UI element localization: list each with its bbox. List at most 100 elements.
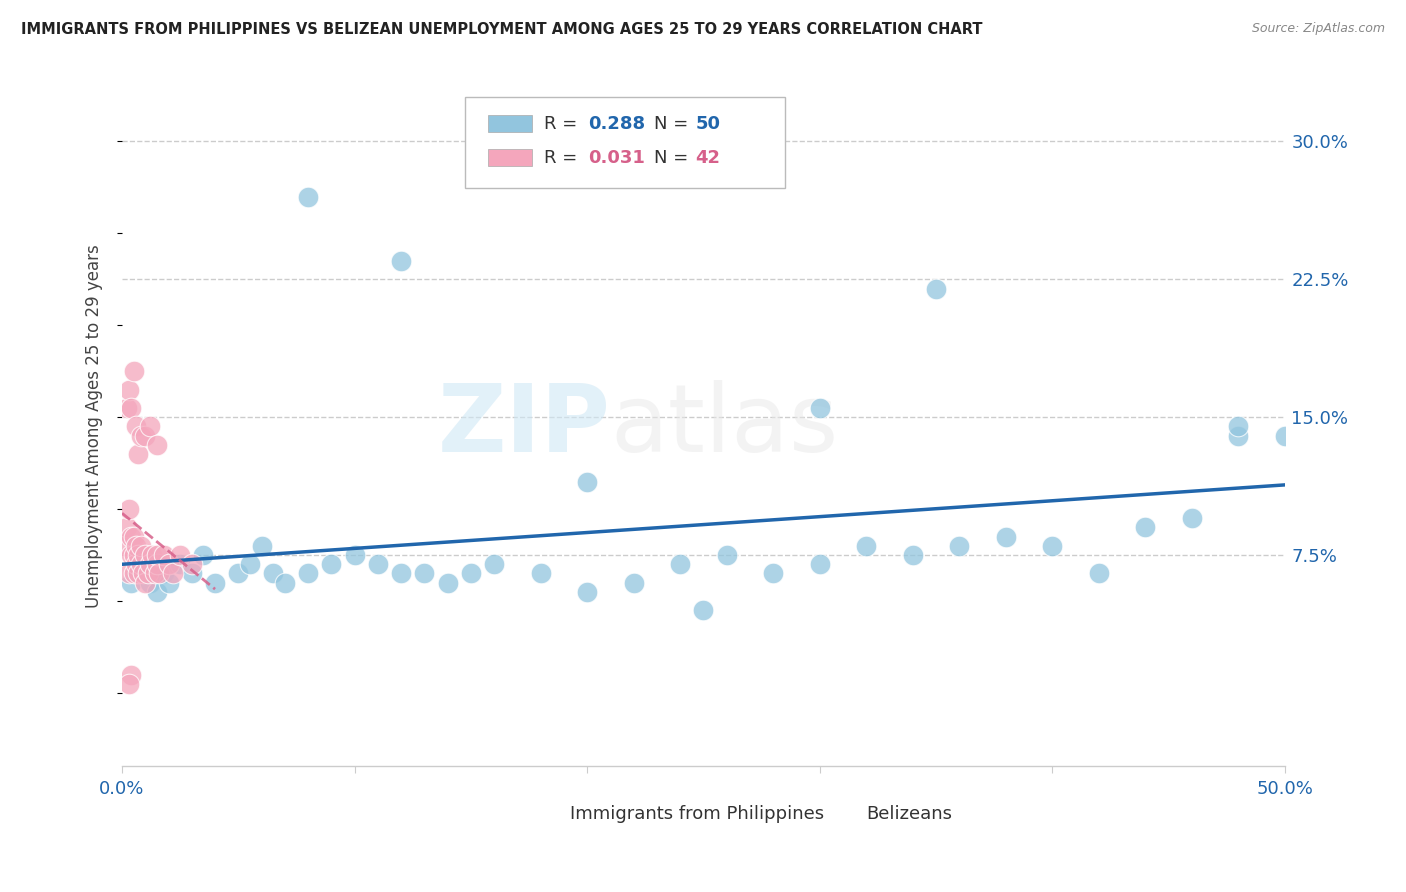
Point [1227,428,1250,442]
Point [146,548,169,562]
FancyBboxPatch shape [488,149,533,166]
Point [716,548,738,562]
Point [118,676,141,690]
Point [226,566,249,581]
Point [297,566,319,581]
Point [118,383,141,397]
Text: Source: ZipAtlas.com: Source: ZipAtlas.com [1251,22,1385,36]
Point [250,539,273,553]
Point [122,566,145,581]
Point [129,558,152,572]
Point [127,548,149,562]
Point [343,548,366,562]
FancyBboxPatch shape [831,805,856,823]
Point [127,447,149,461]
Point [436,575,458,590]
Point [162,566,184,581]
Point [576,584,599,599]
Point [460,566,482,581]
Point [204,575,226,590]
Point [994,530,1017,544]
Point [125,558,148,572]
Point [389,254,412,268]
Point [120,575,142,590]
Text: N =: N = [654,115,695,133]
Text: R =: R = [544,115,583,133]
Point [153,566,176,581]
Point [367,558,389,572]
Point [169,548,191,562]
Point [692,603,714,617]
Point [146,438,169,452]
Point [321,558,343,572]
Point [129,539,152,553]
Point [529,566,551,581]
Point [136,566,159,581]
Text: R =: R = [544,149,583,167]
Point [134,575,156,590]
Point [118,502,141,516]
Point [157,558,180,572]
Point [901,548,924,562]
Point [120,401,142,415]
Text: 0.288: 0.288 [588,115,645,133]
Point [143,566,166,581]
Point [1227,419,1250,434]
Point [122,530,145,544]
Point [239,558,262,572]
Point [134,566,156,581]
Point [1180,511,1202,525]
Point [115,520,138,534]
Point [389,566,412,581]
Point [125,539,148,553]
Text: 50: 50 [695,115,720,133]
Point [115,401,138,415]
Point [1274,428,1296,442]
Point [808,558,831,572]
Point [274,575,297,590]
Point [127,566,149,581]
Point [134,548,156,562]
Y-axis label: Unemployment Among Ages 25 to 29 years: Unemployment Among Ages 25 to 29 years [86,244,103,608]
Point [623,575,645,590]
FancyBboxPatch shape [465,96,785,188]
Point [948,539,970,553]
Point [129,558,152,572]
Point [157,575,180,590]
Text: Immigrants from Philippines: Immigrants from Philippines [569,805,824,823]
Point [132,566,155,581]
Point [297,189,319,203]
Point [482,558,505,572]
FancyBboxPatch shape [488,115,533,132]
Point [262,566,284,581]
Point [925,281,948,295]
Point [129,428,152,442]
Point [1087,566,1109,581]
Point [122,548,145,562]
Point [576,475,599,489]
Point [125,566,148,581]
FancyBboxPatch shape [534,805,561,823]
Point [139,419,162,434]
Text: Belizeans: Belizeans [866,805,952,823]
Point [112,539,135,553]
Point [139,558,162,572]
Text: atlas: atlas [610,380,838,473]
Text: 42: 42 [695,149,720,167]
Point [146,558,169,572]
Point [169,558,191,572]
Text: 0.031: 0.031 [588,149,645,167]
Point [139,575,162,590]
Point [120,548,142,562]
Point [855,539,877,553]
Point [1133,520,1156,534]
Point [125,419,148,434]
Point [808,401,831,415]
Point [762,566,785,581]
Point [180,558,202,572]
Point [134,428,156,442]
Point [141,548,163,562]
Point [193,548,215,562]
Point [146,584,169,599]
Point [148,566,170,581]
